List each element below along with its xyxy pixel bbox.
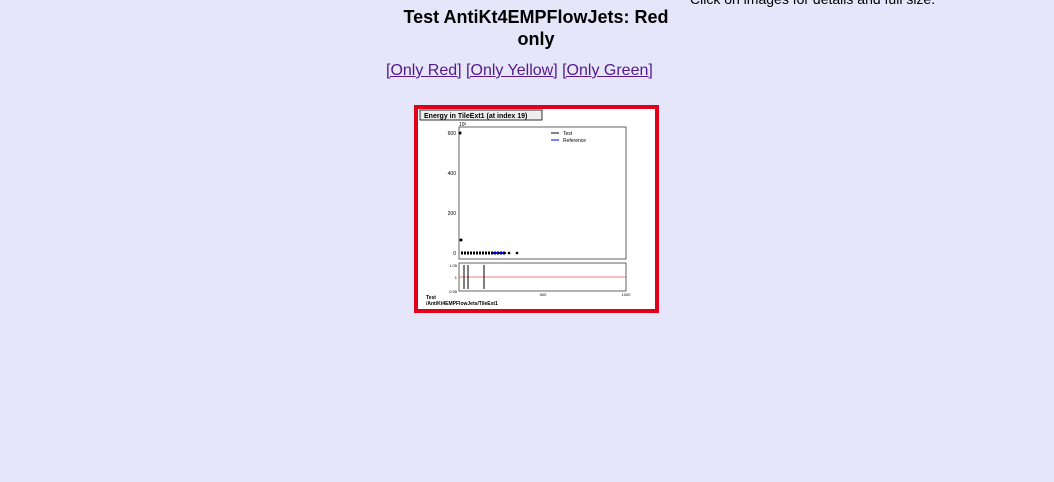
y-tick-label: 600 (448, 131, 457, 137)
exponent: 10³ (459, 122, 467, 128)
link[interactable]: [Only Green] (562, 62, 653, 79)
link[interactable]: [Only Yellow] (466, 62, 558, 79)
ratio-tick-label: 0.95 (449, 289, 458, 294)
x-tick-label: 1000 (622, 292, 632, 297)
y-tick-label: 400 (448, 171, 457, 177)
point (507, 251, 511, 255)
caption: Test (426, 295, 436, 301)
y-tick-label: 200 (448, 211, 457, 217)
note: Click on images for details and full siz… (690, 0, 935, 7)
links: [Only Red] [Only Yellow] [Only Green] (386, 62, 653, 80)
ratio-tick-label: 1 (455, 275, 458, 280)
y-tick-label: 0 (453, 251, 456, 257)
thumbnail[interactable]: Energy in TileExt1 (at index 19) 10³ 600… (414, 105, 659, 313)
plot-frame (458, 126, 627, 260)
point (459, 238, 463, 242)
plot-title-box (419, 109, 543, 121)
link[interactable]: [Only Red] (386, 62, 462, 79)
x-tick-label: 500 (540, 292, 547, 297)
plot-image: Energy in TileExt1 (at index 19) 10³ 600… (419, 109, 632, 307)
page-title: Test AntiKt4EMPFlowJets: Red only (403, 7, 669, 49)
point (458, 131, 462, 135)
legend-label: Test (563, 131, 573, 137)
legend-label: Reference (563, 138, 586, 144)
caption: /AntiKt4EMPFlowJets/TileExt1 (426, 301, 498, 307)
point (515, 251, 519, 255)
ratio-tick-label: 1.05 (449, 263, 458, 268)
plot-title: Energy in TileExt1 (at index 19) (424, 113, 527, 120)
